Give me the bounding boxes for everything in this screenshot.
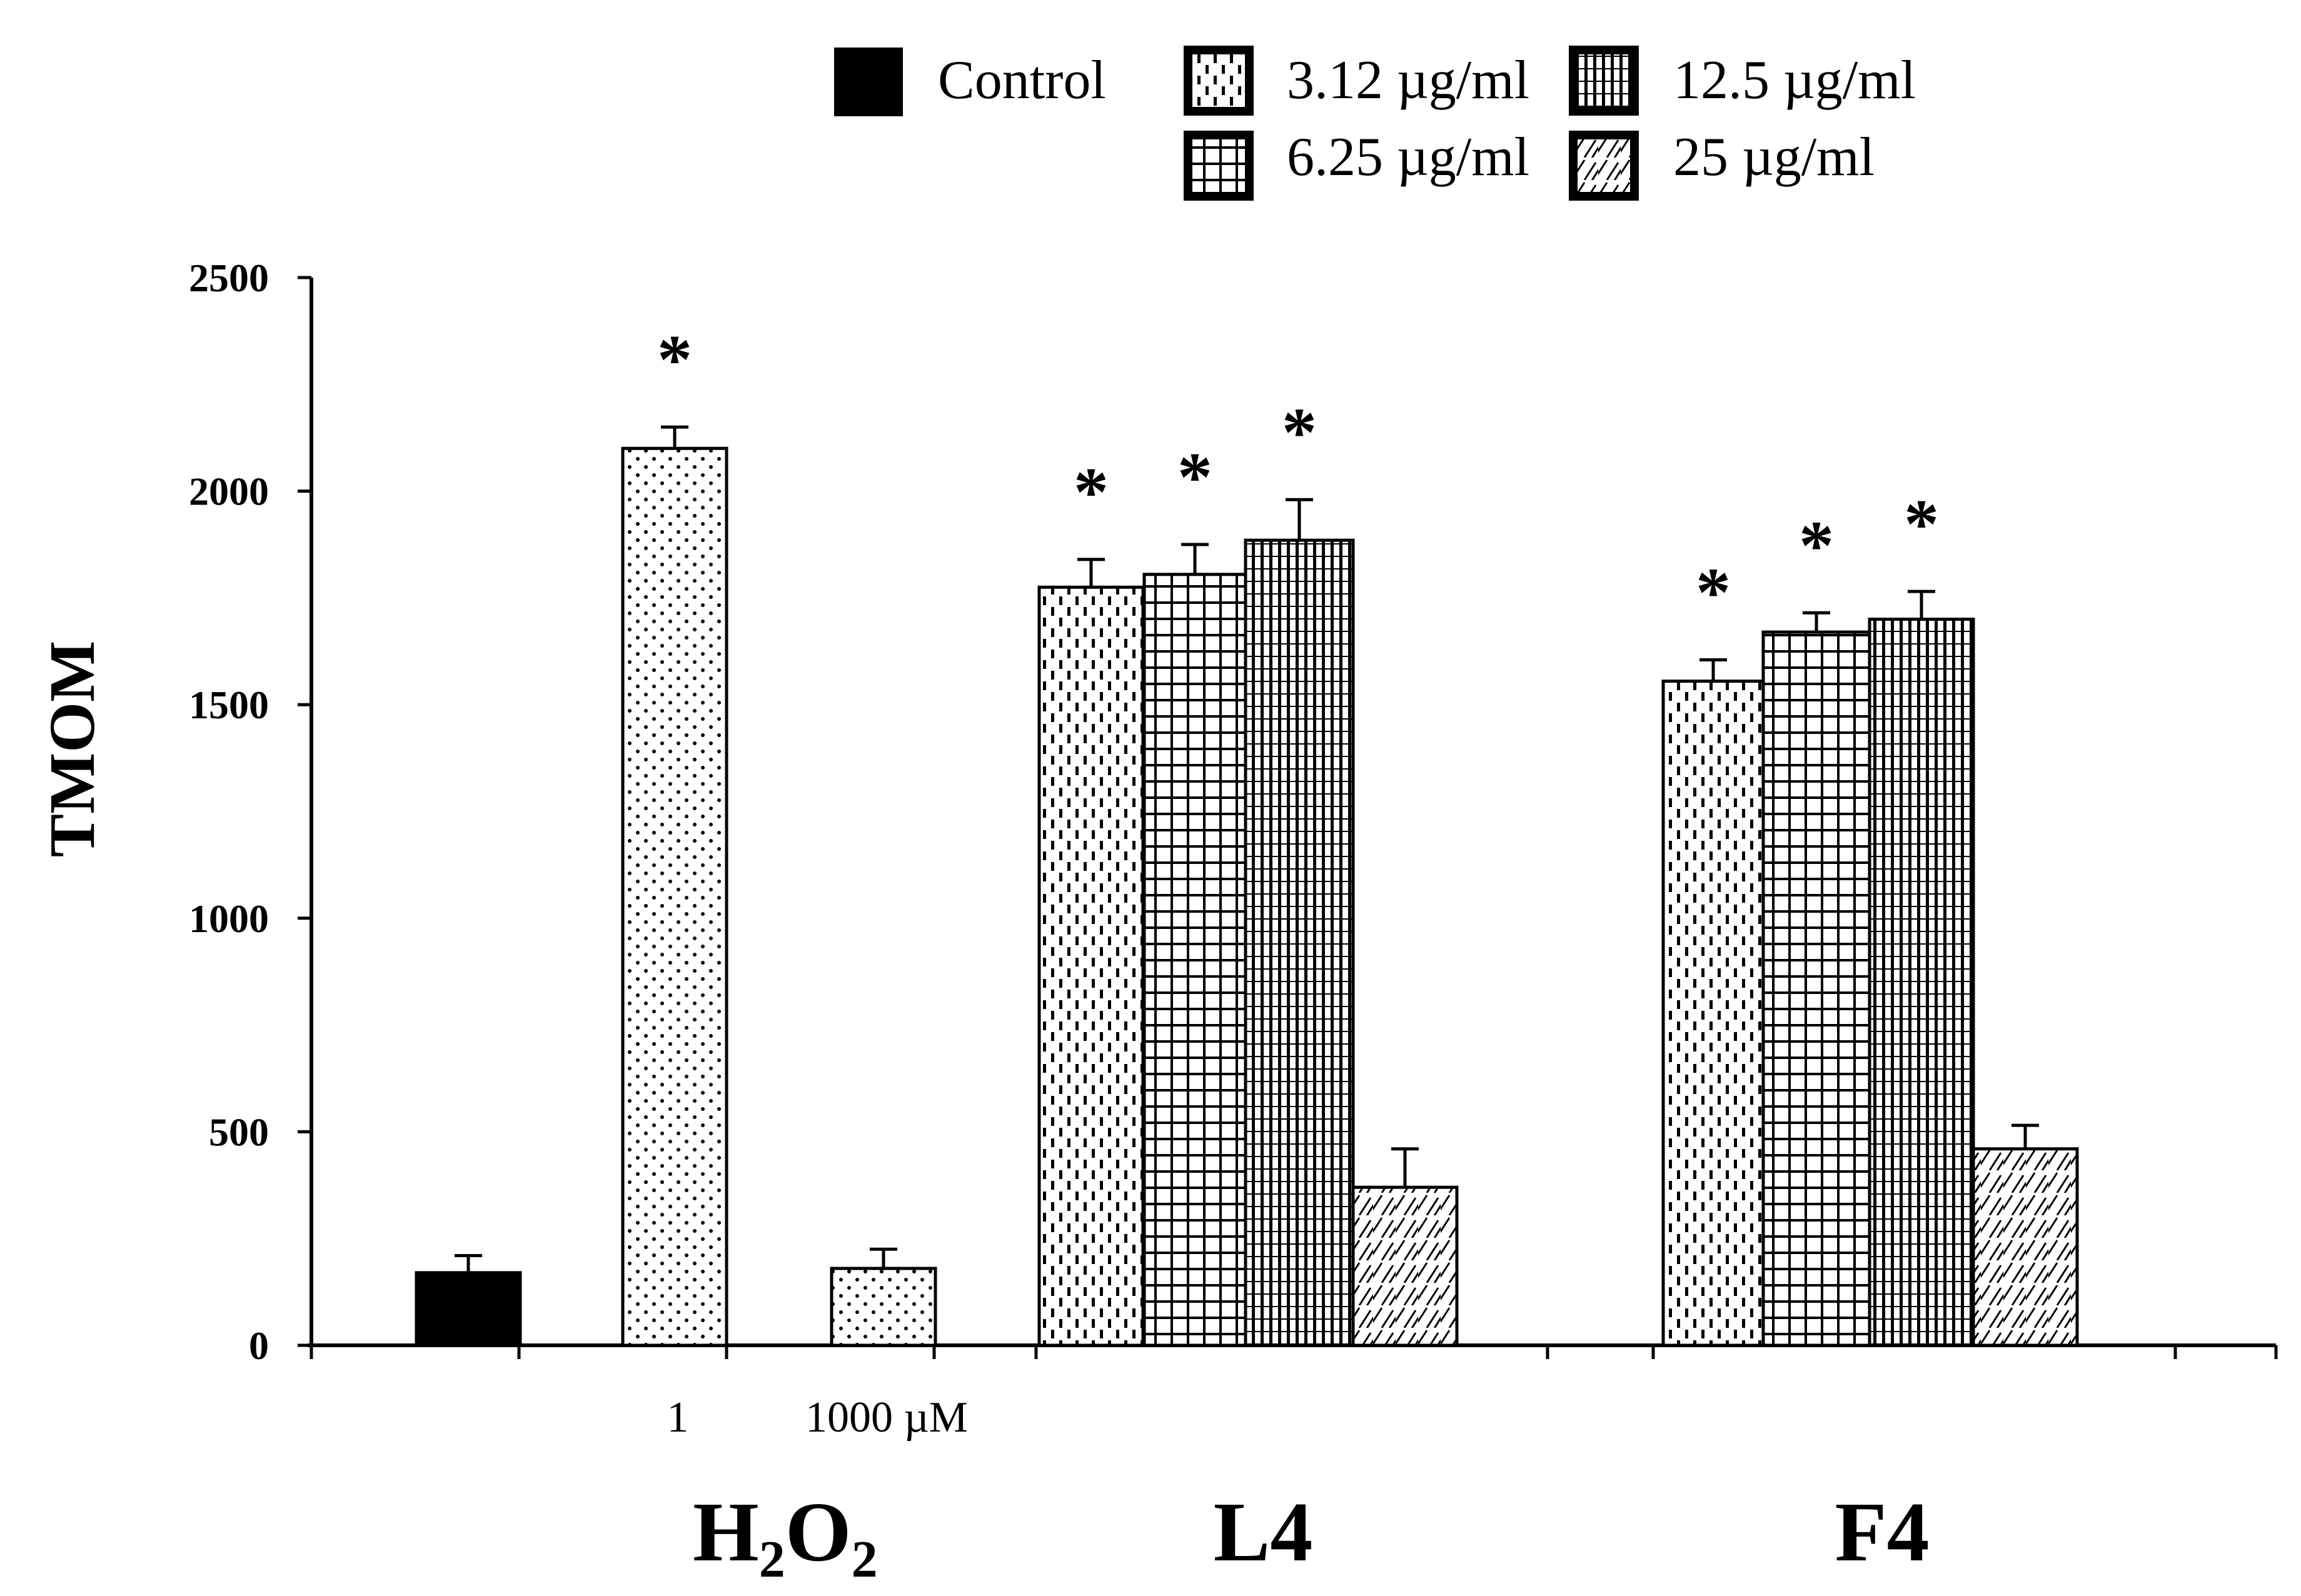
legend-swatch-25 (1569, 131, 1639, 201)
significance-star-f4-6-25-g-ml: * (1799, 507, 1834, 585)
group-label-l4: L4 (1214, 1485, 1313, 1579)
legend-label-6.25: 6.25 µg/ml (1287, 127, 1529, 188)
y-axis-label: TMOM (36, 641, 108, 858)
y-tick-label: 2500 (189, 256, 269, 300)
bar-h2o2-1 (621, 446, 728, 1347)
significance-star-f4-12-5-g-ml: * (1904, 486, 1939, 563)
y-tick-label: 1000 (189, 896, 269, 941)
category-label-1000: 1000 µM (805, 1393, 968, 1442)
significance-star-l4-3-12-g-ml: * (1074, 454, 1109, 531)
x-ticks (310, 1345, 2278, 1359)
bar-f4-25-g-ml (1971, 1147, 2079, 1347)
bar-control-control (415, 1271, 522, 1347)
significance-star-h2o2-1: * (657, 321, 692, 399)
bars-layer: * * * * * * * (415, 321, 2079, 1347)
bar-l4-25-g-ml (1351, 1185, 1459, 1347)
legend-swatch-12.5 (1569, 46, 1639, 116)
bar-l4-12-5-g-ml (1244, 538, 1355, 1347)
legend-label-control: Control (938, 50, 1106, 111)
legend-swatch-3.12 (1184, 46, 1254, 116)
bar-l4-3-12-g-ml (1037, 585, 1145, 1347)
h2o2-o: O (785, 1485, 852, 1579)
group-label-h2o2: H2O2 (693, 1485, 878, 1588)
y-tick-label: 0 (249, 1323, 269, 1368)
h2o2-sub1: 2 (759, 1530, 785, 1588)
bar-f4-12-5-g-ml (1868, 618, 1975, 1347)
bar-h2o2-1000-m (830, 1267, 937, 1347)
y-tick-label: 1500 (189, 683, 269, 727)
legend-swatch-6.25 (1184, 131, 1254, 201)
bar-f4-3-12-g-ml (1661, 680, 1765, 1347)
significance-star-l4-6-25-g-ml: * (1177, 439, 1212, 516)
legend-label-3.12: 3.12 µg/ml (1287, 50, 1529, 111)
significance-star-f4-3-12-g-ml: * (1696, 554, 1731, 631)
legend: Control 3.12 µg/ml 12.5 µg/ml 6.25 µg/ml… (834, 46, 1916, 201)
legend-label-25: 25 µg/ml (1673, 127, 1875, 188)
bar-f4-6-25-g-ml (1761, 630, 1871, 1347)
y-ticks: 0 500 1000 1500 2000 2500 (189, 256, 311, 1368)
h2o2-sub2: 2 (852, 1530, 878, 1588)
category-label-1: 1 (667, 1393, 689, 1442)
bar-l4-6-25-g-ml (1142, 573, 1247, 1347)
legend-swatch-control (834, 48, 903, 116)
group-label-f4: F4 (1835, 1485, 1929, 1579)
y-tick-label: 500 (209, 1110, 269, 1154)
significance-star-l4-12-5-g-ml: * (1282, 394, 1317, 471)
legend-label-12.5: 12.5 µg/ml (1673, 50, 1916, 111)
h2o2-h: H (693, 1485, 759, 1579)
y-tick-label: 2000 (189, 469, 269, 514)
